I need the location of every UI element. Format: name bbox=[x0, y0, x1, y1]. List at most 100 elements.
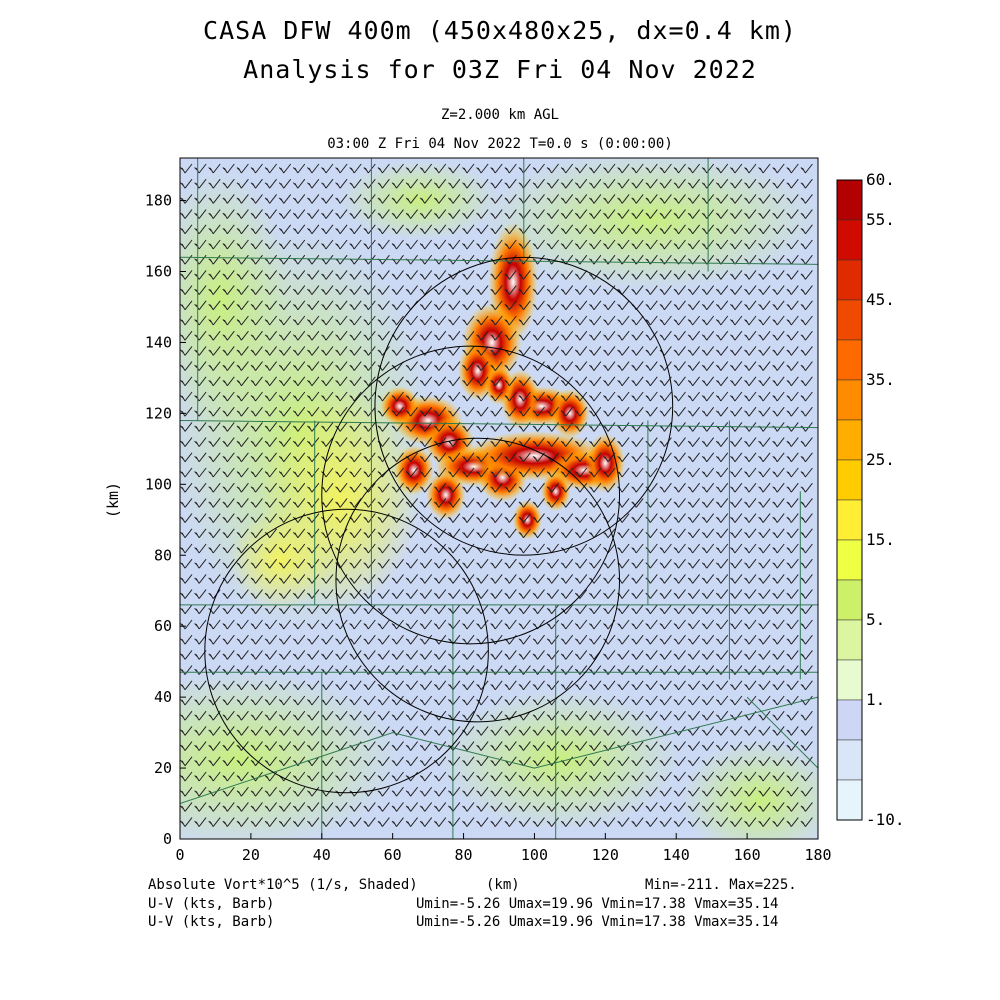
wind-barb bbox=[180, 604, 193, 615]
wind-barb bbox=[730, 224, 743, 235]
wind-barb bbox=[687, 710, 700, 721]
wind-barb bbox=[786, 376, 799, 387]
wind-barb bbox=[518, 619, 531, 630]
wind-barb bbox=[744, 771, 757, 782]
wind-barb bbox=[419, 285, 433, 295]
wind-barb bbox=[391, 543, 404, 554]
wind-barb bbox=[673, 163, 686, 174]
wind-barb bbox=[391, 178, 404, 189]
wind-barb bbox=[250, 482, 263, 493]
wind-barb bbox=[321, 376, 334, 387]
wind-barb bbox=[180, 391, 193, 402]
wind-barb bbox=[546, 650, 559, 660]
wind-barb bbox=[349, 756, 362, 767]
wind-barb bbox=[278, 300, 292, 311]
wind-barb bbox=[278, 482, 292, 493]
wind-barb bbox=[687, 634, 700, 645]
wind-barb bbox=[589, 528, 602, 539]
wind-barb bbox=[772, 771, 785, 782]
wind-barb bbox=[292, 710, 306, 721]
wind-barb bbox=[222, 391, 235, 402]
wind-barb bbox=[589, 163, 602, 174]
wind-barb bbox=[603, 802, 616, 812]
wind-barb bbox=[321, 619, 334, 630]
wind-barb bbox=[589, 437, 602, 447]
wind-barb bbox=[264, 710, 277, 721]
wind-barb bbox=[250, 710, 263, 721]
wind-barb bbox=[631, 634, 644, 645]
wind-barb bbox=[307, 178, 320, 189]
wind-barb bbox=[194, 817, 207, 827]
wind-barb bbox=[518, 543, 531, 554]
wind-barb bbox=[405, 437, 418, 447]
wind-barb bbox=[701, 376, 715, 387]
wind-barb bbox=[349, 285, 362, 295]
wind-barb bbox=[208, 650, 221, 660]
wind-barb bbox=[236, 406, 249, 417]
storm-core bbox=[540, 471, 571, 512]
y-tick-label: 80 bbox=[154, 546, 172, 564]
wind-barb bbox=[772, 528, 785, 539]
wind-barb bbox=[645, 361, 658, 371]
wind-barb bbox=[292, 254, 306, 265]
wind-barb bbox=[292, 178, 306, 189]
wind-barb bbox=[800, 726, 813, 736]
wind-barb bbox=[349, 346, 362, 356]
wind-barb bbox=[758, 437, 771, 447]
wind-barb bbox=[349, 163, 362, 174]
wind-barb bbox=[758, 498, 771, 508]
wind-barb bbox=[391, 239, 404, 250]
wind-barb bbox=[405, 209, 418, 219]
wind-barb bbox=[335, 756, 348, 767]
y-tick-label: 140 bbox=[145, 333, 172, 351]
wind-barb bbox=[278, 786, 292, 797]
wind-barb bbox=[560, 361, 574, 371]
wind-barb bbox=[208, 406, 221, 417]
wind-barb bbox=[518, 391, 531, 402]
wind-barb bbox=[631, 239, 644, 250]
wind-barb bbox=[476, 467, 489, 478]
x-tick-label: 180 bbox=[804, 846, 831, 864]
wind-barb bbox=[546, 756, 559, 767]
wind-barb bbox=[546, 422, 559, 432]
wind-barb bbox=[589, 802, 602, 812]
wind-barb bbox=[574, 437, 588, 447]
wind-barb bbox=[574, 209, 588, 219]
wind-barb bbox=[786, 634, 799, 645]
wind-barb bbox=[321, 270, 334, 280]
wind-barb bbox=[744, 467, 757, 478]
wind-barb bbox=[194, 604, 207, 615]
wind-barb bbox=[786, 209, 799, 219]
wind-barb bbox=[321, 634, 334, 645]
wind-barb bbox=[405, 346, 418, 356]
wind-barb bbox=[730, 285, 743, 295]
wind-barb bbox=[772, 680, 785, 691]
wind-barb bbox=[349, 634, 362, 645]
wind-barb bbox=[335, 285, 348, 295]
wind-barb bbox=[180, 254, 193, 265]
wind-barb bbox=[589, 498, 602, 508]
wind-barb bbox=[603, 270, 616, 280]
wind-barb bbox=[659, 209, 672, 219]
wind-barb bbox=[673, 619, 686, 630]
wind-barb bbox=[335, 710, 348, 721]
wind-barb bbox=[617, 802, 630, 812]
wind-barb bbox=[786, 163, 799, 174]
wind-barb bbox=[687, 346, 700, 356]
wind-barb bbox=[518, 786, 531, 797]
wind-barb bbox=[546, 482, 559, 493]
wind-barb bbox=[532, 726, 545, 736]
wind-barb bbox=[617, 543, 630, 554]
wind-barb bbox=[236, 574, 249, 584]
wind-barb bbox=[772, 786, 785, 797]
wind-barb bbox=[617, 634, 630, 645]
wind-barb bbox=[208, 209, 221, 219]
wind-barb bbox=[307, 604, 320, 615]
wind-barb bbox=[744, 650, 757, 660]
wind-barb bbox=[462, 300, 475, 311]
wind-barb bbox=[419, 756, 433, 767]
wind-barb bbox=[631, 376, 644, 387]
wind-barb bbox=[730, 513, 743, 523]
wind-barb bbox=[574, 270, 588, 280]
wind-barb bbox=[701, 467, 715, 478]
